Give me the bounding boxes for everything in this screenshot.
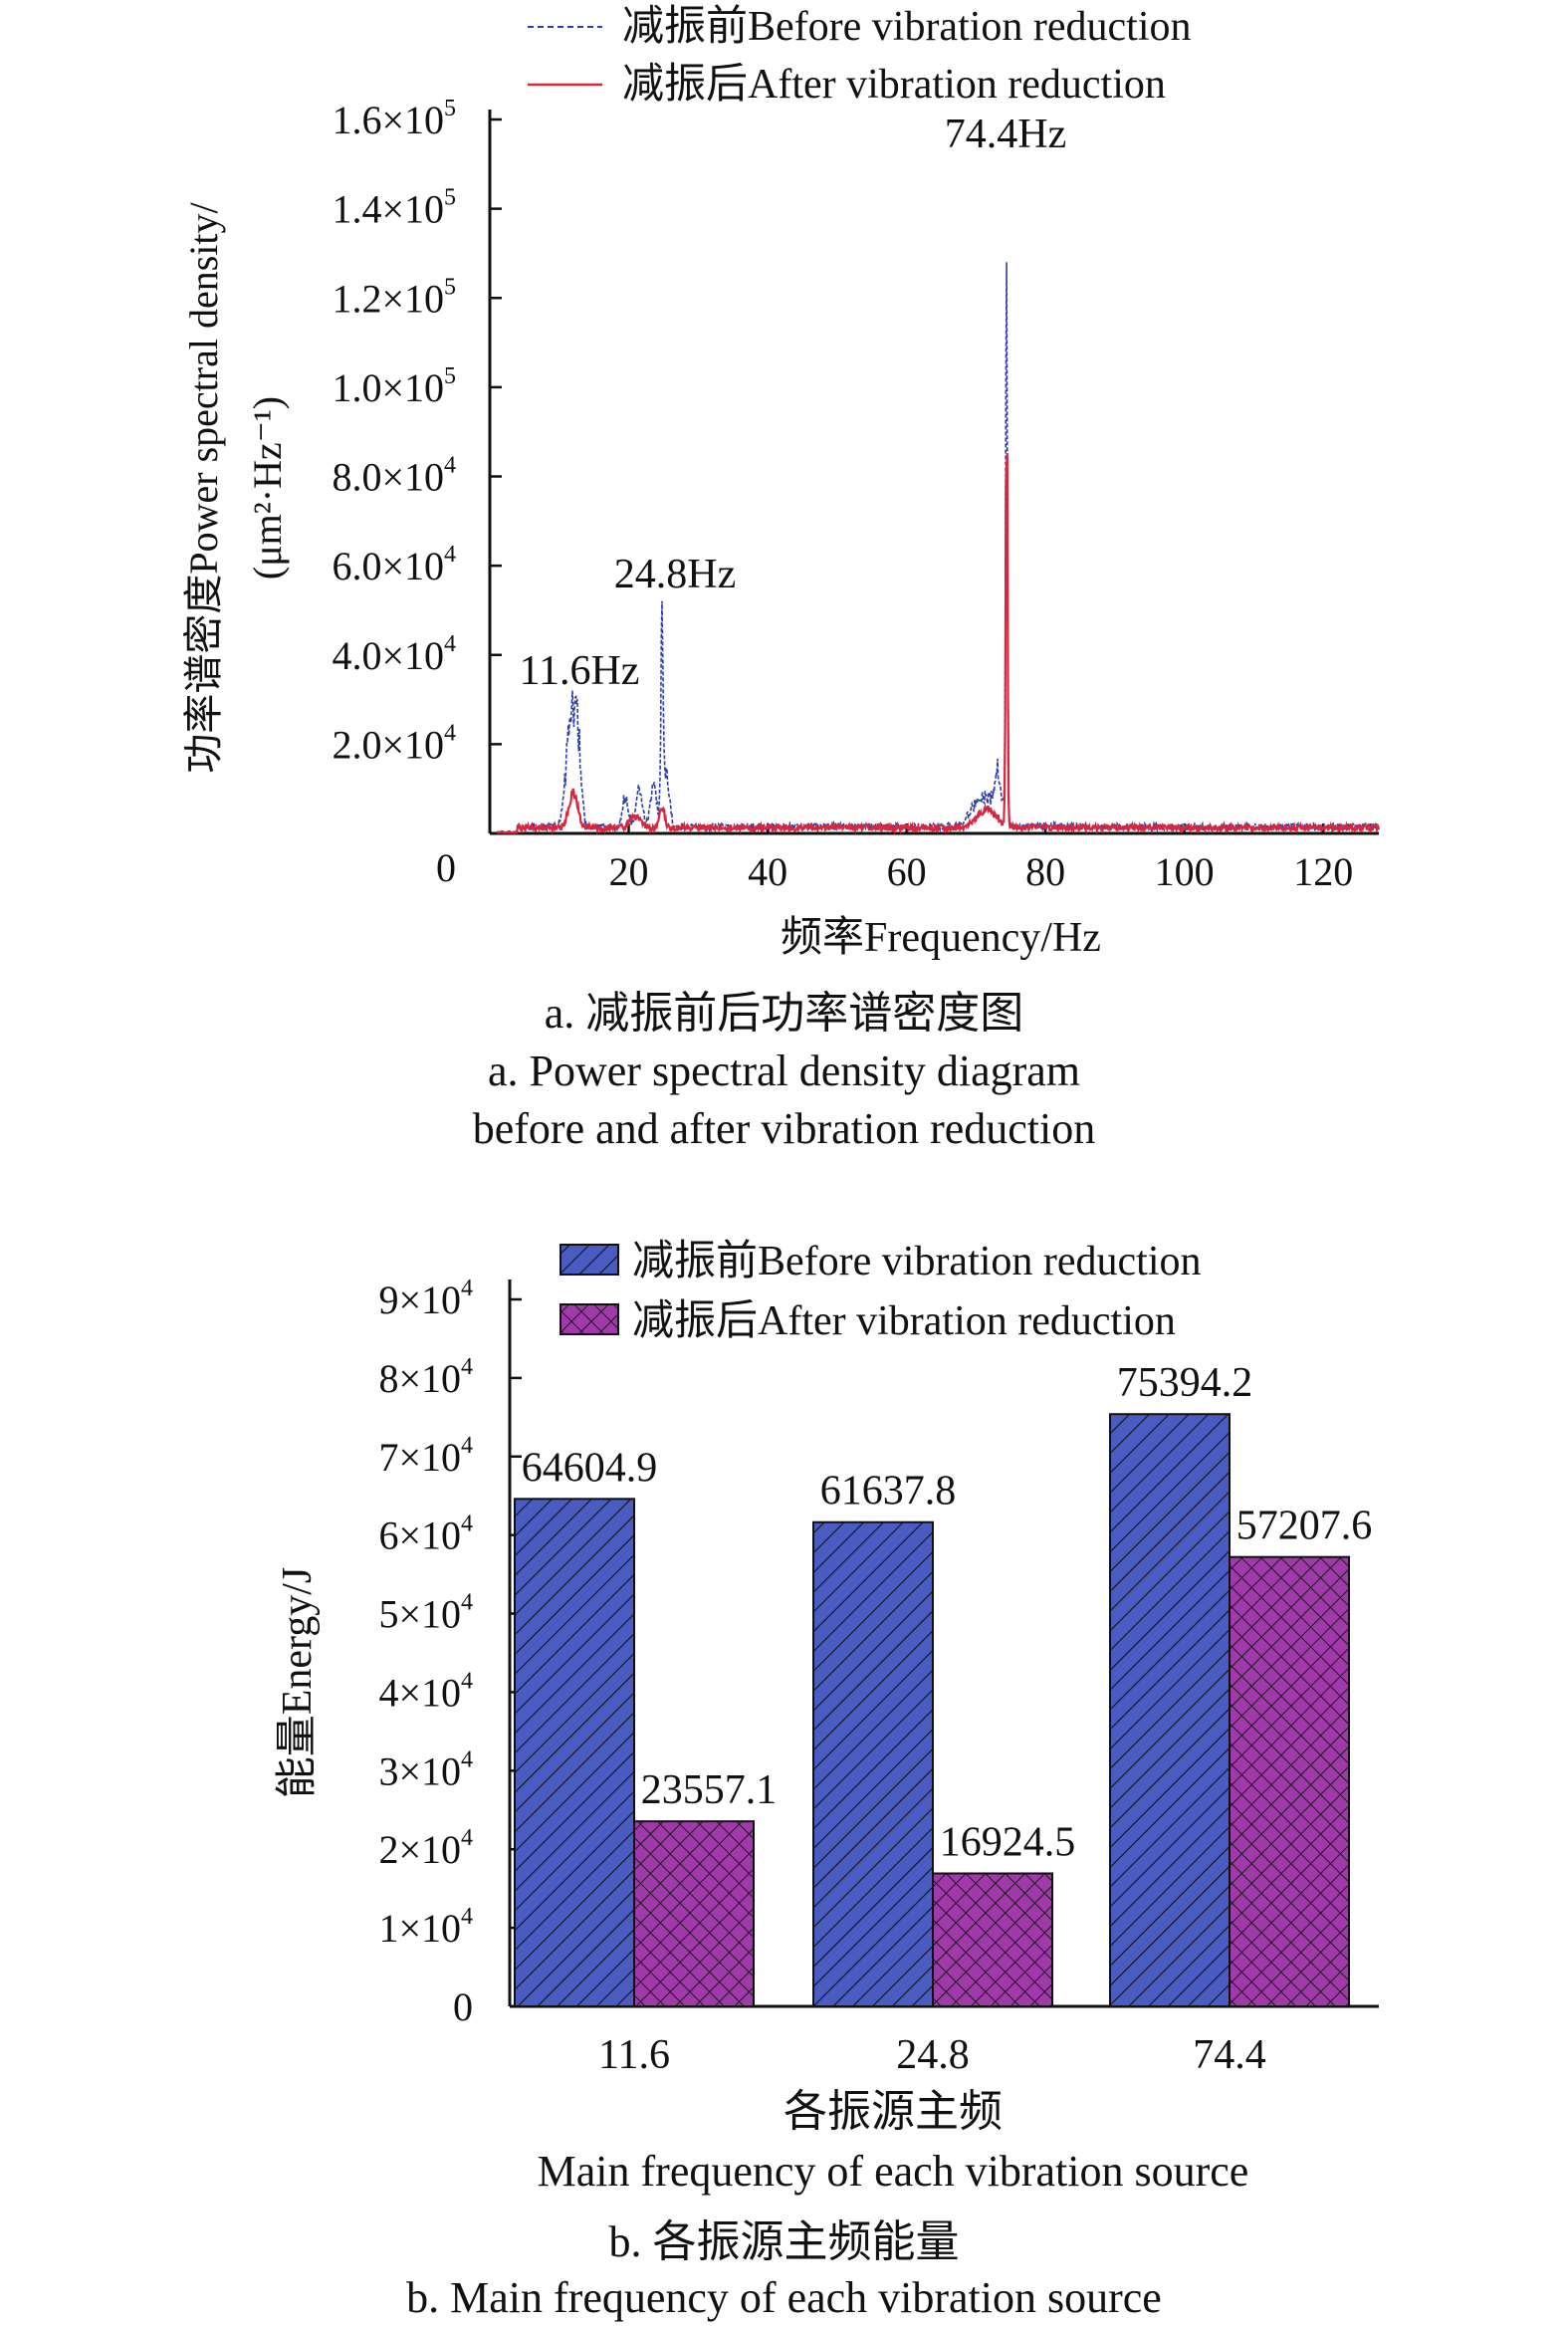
energy-bar-after [633,1820,755,2007]
energy-bar-value-label: 23557.1 [641,1767,778,1813]
psd-axes: 0 2.0×104 4.0×104 6.0×104 8.0×104 1.0×105 1.2×… [332,96,1379,894]
energy-y-tick-label: 5×104 [378,1590,473,1637]
psd-x-tick-label: 80 [1025,849,1065,894]
energy-bar-after [1229,1555,1350,2007]
energy-bar-value-label: 75394.2 [1117,1360,1253,1406]
energy-x-axis-label-zh: 各振源主频 [784,2087,1003,2136]
energy-bar-after [932,1872,1053,2007]
caption-a-en-line2: before and after vibration reduction [472,1104,1096,1153]
energy-y-tick-label: 2×104 [378,1825,473,1872]
energy-x-tick-label: 11.6 [598,2032,670,2078]
psd-x-tick-label: 100 [1155,849,1215,894]
psd-y-tick-label: 0 [436,845,456,890]
psd-peak-annotation: 74.4Hz [945,112,1066,157]
psd-y-axis-label-line1: 功率谱密度Power spectral density/ [181,201,226,773]
energy-x-axis-label-en: Main frequency of each vibration source [538,2147,1249,2196]
psd-x-axis-label: 频率Frequency/Hz [781,914,1101,961]
psd-y-tick-label: 1.6×105 [332,96,456,142]
caption-b-zh: b. 各振源主频能量 [608,2217,960,2266]
energy-x-tick-label: 74.4 [1193,2032,1266,2078]
legend-swatch-after [560,1303,619,1335]
psd-series [496,262,1381,836]
psd-annotations: 11.6Hz 24.8Hz 74.4Hz [520,112,1067,694]
energy-bar-chart: 减振前Before vibration reduction 减振后After v… [275,1239,1379,2196]
energy-bar-value-label: 16924.5 [940,1819,1076,1865]
psd-y-tick-label: 1.2×105 [332,274,456,321]
psd-legend: 减振前Before vibration reduction 减振后After v… [528,4,1192,108]
psd-chart: 减振前Before vibration reduction 减振后After v… [181,4,1381,961]
psd-y-axis-label-line2: (μm²·Hz⁻¹) [245,396,290,580]
caption-a-zh: a. 减振前后功率谱密度图 [544,989,1024,1038]
legend-label-before: 减振前Before vibration reduction [622,4,1192,50]
energy-y-tick-label: 0 [453,1984,473,2029]
psd-y-tick-label: 1.0×105 [332,363,456,410]
caption-a-en-line1: a. Power spectral density diagram [487,1047,1081,1095]
energy-bar-before [1109,1413,1231,2007]
energy-legend: 减振前Before vibration reduction 减振后After v… [560,1239,1202,1344]
energy-y-tick-label: 7×104 [378,1433,473,1480]
psd-y-tick-label: 6.0×104 [332,542,456,588]
energy-bar-value-label: 57207.6 [1236,1504,1373,1549]
energy-y-tick-label: 9×104 [378,1276,473,1322]
psd-y-tick-label: 2.0×104 [332,720,456,767]
psd-x-tick-label: 40 [748,849,787,894]
psd-series-after [496,453,1381,835]
psd-y-tick-label: 1.4×105 [332,185,456,232]
legend-label-before-bar: 减振前Before vibration reduction [632,1239,1202,1284]
caption-b-en: b. Main frequency of each vibration sour… [406,2273,1162,2322]
psd-peak-annotation: 11.6Hz [520,648,640,694]
energy-y-tick-label: 4×104 [378,1668,473,1715]
energy-bar-before [514,1498,635,2007]
legend-label-after: 减振后After vibration reduction [622,62,1166,108]
energy-bar-before [812,1520,934,2007]
energy-y-tick-label: 6×104 [378,1512,473,1558]
energy-x-tick-label: 24.8 [896,2032,970,2078]
energy-y-tick-label: 8×104 [378,1354,473,1401]
legend-swatch-before [560,1244,619,1276]
psd-y-tick-label: 4.0×104 [332,631,456,678]
psd-x-tick-label: 60 [887,849,927,894]
psd-peak-annotation: 24.8Hz [614,552,736,597]
psd-series-before [496,262,1380,836]
energy-bars: 64604.9 23557.1 61637.8 16924.5 75394.2 57207… [514,1360,1373,2007]
legend-label-after-bar: 减振后After vibration reduction [632,1298,1176,1344]
energy-y-tick-label: 1×104 [378,1904,473,1951]
energy-y-axis-label: 能量Energy/J [275,1567,321,1799]
psd-x-tick-label: 20 [609,849,649,894]
psd-y-tick-label: 8.0×104 [332,453,456,500]
psd-x-tick-label: 120 [1293,849,1353,894]
energy-y-tick-label: 3×104 [378,1746,473,1793]
energy-bar-value-label: 61637.8 [820,1469,957,1514]
energy-bar-value-label: 64604.9 [522,1445,658,1491]
